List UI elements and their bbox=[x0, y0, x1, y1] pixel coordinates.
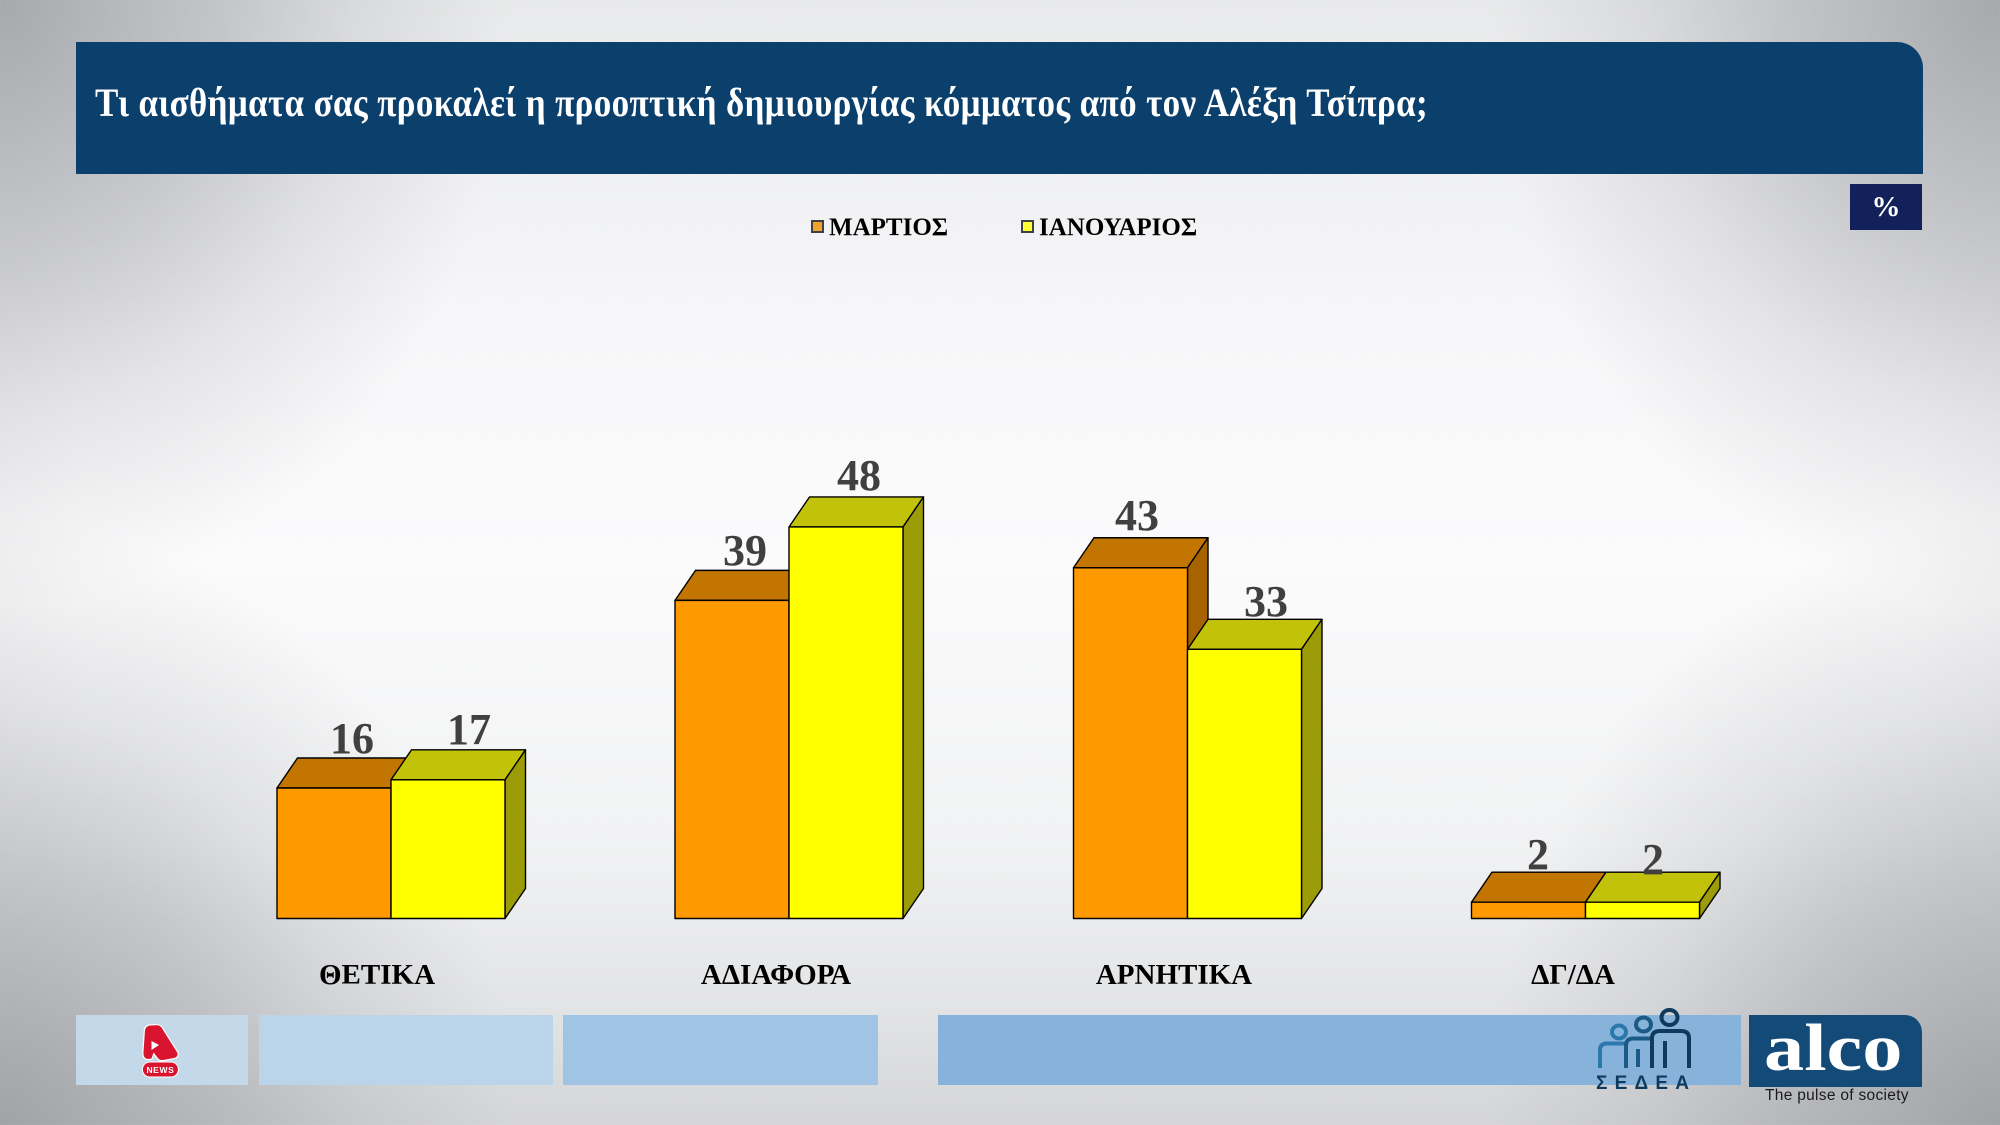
svg-text:NEWS: NEWS bbox=[146, 1065, 174, 1075]
